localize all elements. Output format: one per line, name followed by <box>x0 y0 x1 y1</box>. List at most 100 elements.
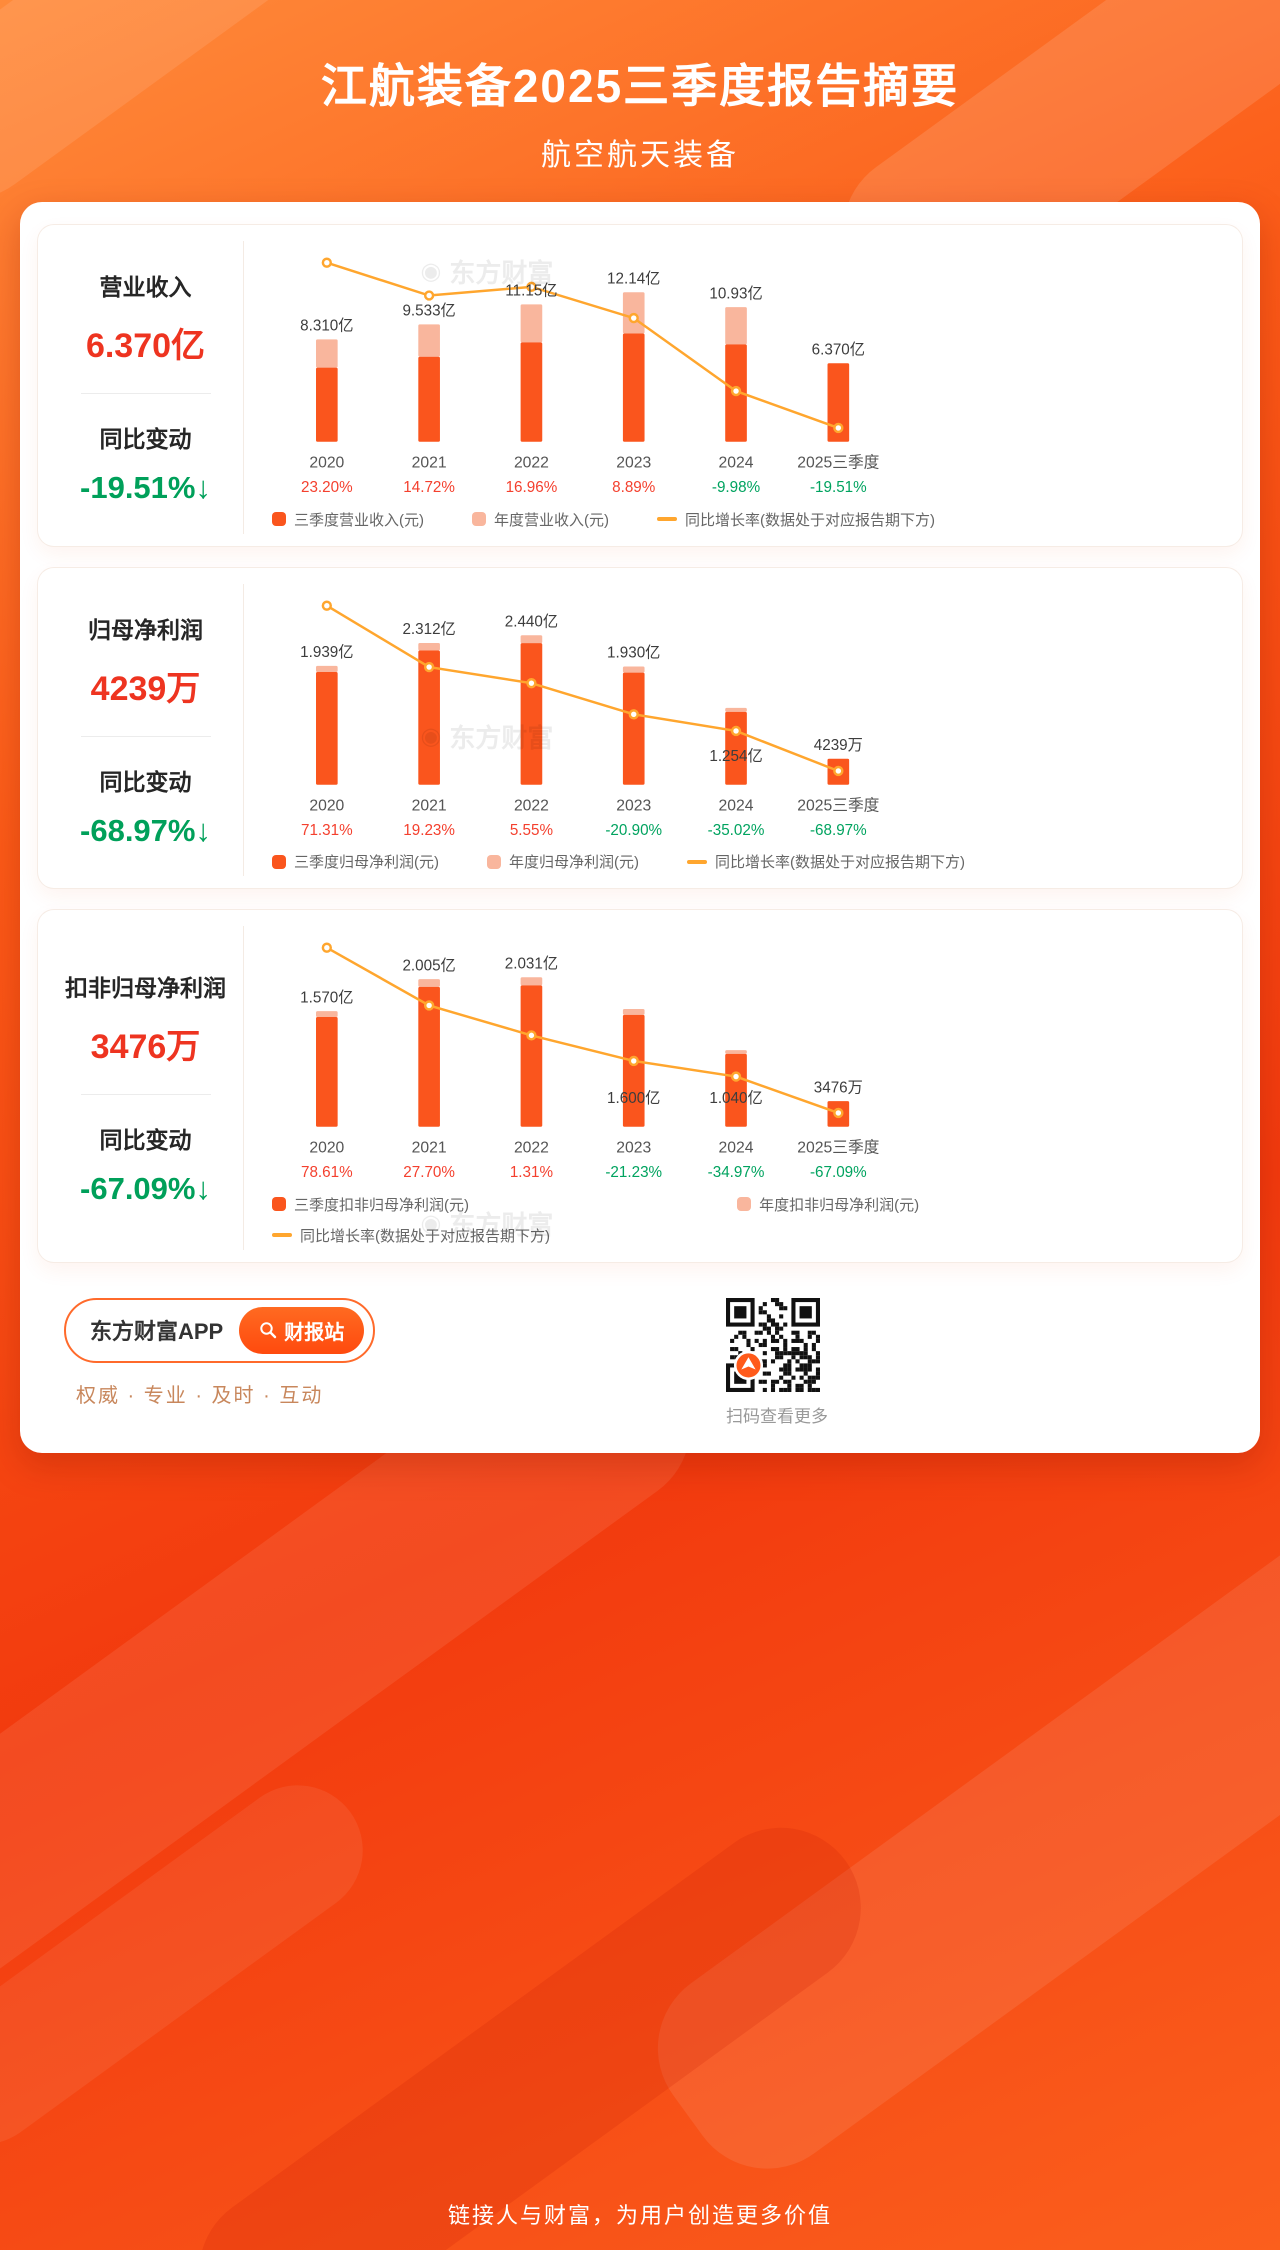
q3-bar <box>520 342 543 442</box>
yoy-value: -68.97%↓ <box>80 812 211 848</box>
x-tick-label: 2024 <box>719 797 754 814</box>
footer-slogan: 链接人与财富，为用户创造更多价值 <box>447 2203 832 2228</box>
q3-bar <box>316 1017 338 1128</box>
metric-label: 营业收入 <box>99 274 192 301</box>
metric-value: 3476万 <box>90 1028 201 1067</box>
legend-label: 同比增长率(数据处于对应报告期下方) <box>300 1227 550 1245</box>
app-promo: 东方财富APP 财报站 权威 · 专业 · 及时 · 互动 <box>64 1297 376 1408</box>
q3-bar <box>520 985 543 1128</box>
bar-value-label: 2.005亿 <box>402 958 455 975</box>
line-marker <box>730 725 742 736</box>
line-marker <box>730 1071 742 1083</box>
report-station-button[interactable]: 财报站 <box>239 1306 365 1354</box>
growth-rate-label: 5.55% <box>510 822 553 839</box>
bar-value-label: 6.370亿 <box>812 341 865 358</box>
metric-value: 4239万 <box>90 669 201 708</box>
x-tick-label: 2023 <box>616 454 651 471</box>
line-marker <box>628 312 639 324</box>
deducted-profit-chart: 1.570亿 2.005亿 2.031亿 1.600亿 1.040亿 3476万 2020 2… <box>256 930 1220 1192</box>
line-marker <box>321 600 332 611</box>
net-profit-metric-panel: 归母净利润 4239万 同比变动 -68.97%↓ <box>48 583 244 877</box>
growth-rate-label: 27.70% <box>403 1164 455 1181</box>
qr-group: 扫码查看更多 <box>726 1297 828 1427</box>
q3-bar <box>316 671 338 785</box>
metric-value: 6.370亿 <box>85 327 206 366</box>
q3-bar <box>316 367 338 442</box>
growth-rate-label: -19.51% <box>810 479 867 496</box>
annual-bar <box>520 977 543 986</box>
content-panel: 营业收入 6.370亿 同比变动 -19.51%↓ ◉ 东方财富 8.310亿 9… <box>20 202 1260 1453</box>
divider <box>80 735 211 737</box>
bar-value-label: 2.440亿 <box>505 613 558 630</box>
annual-bar <box>316 665 338 672</box>
x-tick-label: 2022 <box>514 1140 549 1157</box>
deducted-profit-metric-panel: 扣非归母净利润 3476万 同比变动 -67.09%↓ <box>48 926 244 1250</box>
q3-bar <box>622 333 645 442</box>
legend-line-swatch-icon <box>657 517 677 522</box>
x-tick-label: 2022 <box>514 797 549 814</box>
x-tick-label: 2024 <box>719 1140 754 1157</box>
annual-bar <box>520 634 543 643</box>
industry-subtitle: 航空航天装备 <box>541 139 739 172</box>
x-tick-label: 2023 <box>616 797 651 814</box>
annual-bar <box>316 1011 338 1018</box>
bar-value-label: 1.930亿 <box>607 644 660 661</box>
qr-logo-icon <box>733 1350 764 1380</box>
legend-bar-swatch-icon <box>487 854 501 869</box>
legend-bar-swatch-icon <box>737 1197 752 1212</box>
line-marker <box>833 1108 844 1119</box>
legend-label: 三季度扣非归母净利润(元) <box>294 1196 469 1214</box>
bar-value-label: 2.312亿 <box>402 621 455 638</box>
yoy-label: 同比变动 <box>99 768 192 795</box>
growth-rate-label: 23.20% <box>301 479 353 496</box>
line-marker <box>628 708 639 720</box>
legend-item: 同比增长率(数据处于对应报告期下方) <box>657 509 935 530</box>
net-profit-card: 归母净利润 4239万 同比变动 -68.97%↓ ◉ 东方财富 1.939亿2… <box>38 567 1242 889</box>
x-tick-label: 2025三季度 <box>797 1139 879 1157</box>
growth-rate-label: 71.31% <box>301 822 353 839</box>
growth-rate-label: -34.97% <box>708 1164 765 1181</box>
bar-value-label: 4239万 <box>814 737 863 754</box>
growth-rate-label: -35.02% <box>708 822 765 839</box>
bar-value-label: 1.570亿 <box>300 990 353 1007</box>
line-marker <box>423 661 435 672</box>
x-tick-label: 2025三季度 <box>797 453 879 471</box>
qr-caption: 扫码查看更多 <box>726 1406 828 1426</box>
legend-item: 同比增长率(数据处于对应报告期下方) <box>272 1225 689 1246</box>
bar-value-label: 1.939亿 <box>300 644 353 661</box>
legend-item: 同比增长率(数据处于对应报告期下方) <box>687 851 965 872</box>
yoy-value: -19.51%↓ <box>80 470 211 506</box>
revenue-metric-panel: 营业收入 6.370亿 同比变动 -19.51%↓ <box>48 241 244 534</box>
q3-bar <box>418 356 440 442</box>
divider <box>80 393 211 395</box>
qr-code <box>726 1297 820 1392</box>
legend-label: 同比增长率(数据处于对应报告期下方) <box>685 511 935 529</box>
x-tick-label: 2021 <box>412 454 447 471</box>
legend-label: 年度归母净利润(元) <box>509 854 639 872</box>
x-tick-label: 2023 <box>616 1140 651 1157</box>
annual-bar <box>418 642 440 651</box>
annual-bar <box>622 292 645 334</box>
growth-rate-label: 16.96% <box>506 479 558 496</box>
growth-rate-label: 19.23% <box>403 822 455 839</box>
net-profit-chart-area: ◉ 东方财富 1.939亿2.312亿2.440亿1.930亿1.254亿423… <box>244 584 1224 877</box>
annual-bar <box>316 339 338 368</box>
legend-label: 年度扣非归母净利润(元) <box>759 1196 920 1214</box>
page-title: 江航装备2025三季度报告摘要 <box>320 60 960 112</box>
q3-bar <box>520 642 543 785</box>
bg-streak <box>626 1489 1280 2201</box>
chart-svg: 1.570亿 2.005亿 2.031亿 1.600亿 1.040亿 3476万 2020 2… <box>300 942 880 1181</box>
annual-bar <box>418 979 440 988</box>
legend-bar-swatch-icon <box>272 512 286 527</box>
divider <box>80 1094 211 1096</box>
legend-label: 年度营业收入(元) <box>494 511 609 529</box>
legend-item: 三季度归母净利润(元) <box>272 851 439 872</box>
line-marker <box>628 1056 639 1067</box>
q3-bar <box>725 1054 747 1128</box>
legend-item: 年度扣非归母净利润(元) <box>737 1194 1154 1215</box>
metric-label: 扣非归母净利润 <box>65 975 226 1002</box>
growth-rate-label: 14.72% <box>403 479 455 496</box>
x-tick-label: 2021 <box>412 1140 447 1157</box>
growth-rate-label: -21.23% <box>605 1164 662 1181</box>
x-tick-label: 2021 <box>412 797 447 814</box>
